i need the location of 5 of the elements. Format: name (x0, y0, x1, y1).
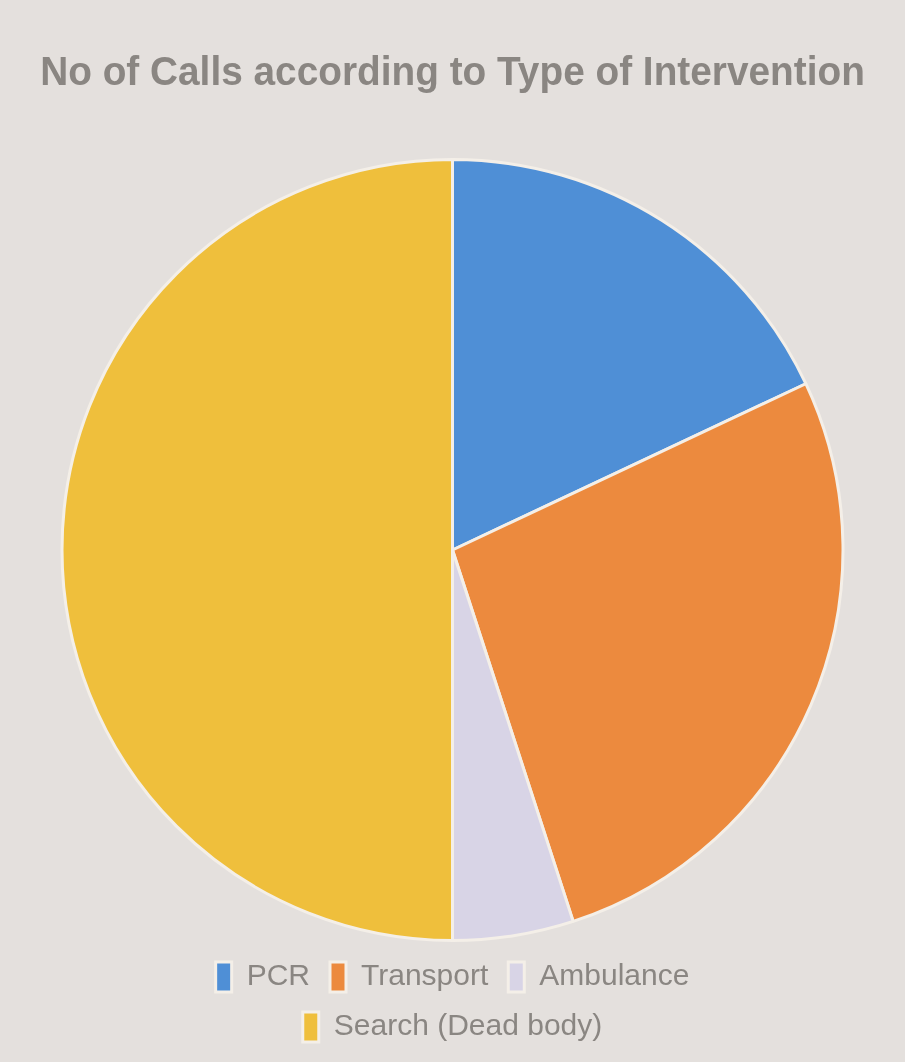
legend-label: PCR (246, 958, 310, 992)
chart-title: No of Calls according to Type of Intervention (40, 48, 865, 94)
legend-label: Ambulance (539, 958, 690, 992)
legend-label: Transport (360, 958, 489, 992)
legend-label: Search (Dead body) (333, 1008, 603, 1042)
